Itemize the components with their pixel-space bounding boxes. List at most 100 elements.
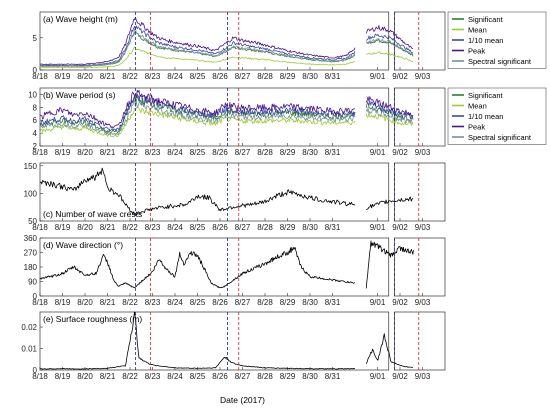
- panel-d-ytick-label: 0: [33, 292, 38, 301]
- panel-a-xtick-label: 8/27: [235, 72, 251, 81]
- panel-d-frame-right: [394, 237, 446, 297]
- panel-e-ytick-label: 0: [33, 366, 38, 375]
- panel-a-xtick-label: 9/01: [370, 72, 386, 81]
- panel-d-title: (d) Wave direction (°): [43, 240, 123, 250]
- panel-e-xtick-label: 8/28: [257, 372, 273, 381]
- panel-e-xtick-label: 8/25: [190, 372, 206, 381]
- panel-a-title: (a) Wave height (m): [43, 14, 118, 24]
- panel-a-series-1-10-mean-seg2: [366, 33, 414, 54]
- panel-c-xtick-label: 8/22: [122, 223, 138, 232]
- panel-c-title: (c) Number of wave crests: [43, 209, 142, 219]
- panel-a-series-1-10-mean-seg1: [39, 25, 356, 67]
- panel-e-ytick-label: 0.02: [21, 323, 37, 332]
- panel-c-ytick-label: 50: [28, 217, 37, 226]
- panel-c-xtick-label: 8/26: [212, 223, 228, 232]
- panel-d-xtick-label: 8/30: [302, 298, 318, 307]
- panel-a-xtick-label: 9/02: [392, 72, 408, 81]
- panel-b-frame-right: [394, 87, 446, 147]
- panel-b-xtick-label: 8/25: [190, 148, 206, 157]
- panel-d-xtick-label: 8/25: [190, 298, 206, 307]
- panel-e-xtick-label: 8/22: [122, 372, 138, 381]
- panel-e-xtick-label: 8/20: [77, 372, 93, 381]
- panel-b-title: (b) Wave period (s): [43, 90, 116, 100]
- panel-b-series-peak-seg2: [365, 96, 414, 117]
- panel-e-xtick-label: 9/02: [392, 372, 408, 381]
- panel-a-series-spectral-significant-seg1: [39, 28, 356, 67]
- panel-b-ytick-label: 4: [33, 129, 38, 138]
- panel-b-legend-label: Spectral significant: [468, 133, 532, 142]
- panel-c-series-line-seg2: [366, 196, 414, 210]
- panel-b-ytick-label: 8: [33, 103, 38, 112]
- panel-b-legend-label: 1/10 mean: [468, 112, 503, 121]
- panel-c-xtick-label: 8/27: [235, 223, 251, 232]
- panel-b-xtick-label: 8/21: [100, 148, 116, 157]
- panel-a-xtick-label: 8/26: [212, 72, 228, 81]
- panel-d-xtick-label: 9/01: [370, 298, 386, 307]
- panel-e-xtick-label: 8/26: [212, 372, 228, 381]
- panel-b-xtick-label: 9/03: [415, 148, 431, 157]
- panel-a-series-spectral-significant-seg2: [365, 38, 414, 56]
- panel-a-xtick-label: 8/21: [100, 72, 116, 81]
- panel-c-xtick-label: 9/03: [415, 223, 431, 232]
- panel-c-xtick-label: 8/24: [167, 223, 183, 232]
- panel-b-xtick-label: 8/22: [122, 148, 138, 157]
- x-axis-label: Date (2017): [220, 395, 265, 405]
- panel-c-xtick-label: 8/19: [55, 223, 71, 232]
- panel-b-xtick-label: 9/02: [392, 148, 408, 157]
- panel-e-xtick-label: 9/01: [370, 372, 386, 381]
- panel-a-legend-label: 1/10 mean: [468, 36, 503, 45]
- panel-a-xtick-label: 8/23: [145, 72, 161, 81]
- panel-a-series-peak-seg1: [39, 16, 356, 65]
- panel-b-series-spectral-significant-seg2: [365, 107, 414, 124]
- panel-b-ytick-label: 2: [33, 142, 38, 151]
- panel-e-xtick-label: 9/03: [415, 372, 431, 381]
- panel-c-xtick-label: 8/23: [145, 223, 161, 232]
- panel-c-xtick-label: 8/30: [302, 223, 318, 232]
- panel-a-ytick-label: 0: [33, 66, 38, 75]
- panel-d-xtick-label: 9/03: [415, 298, 431, 307]
- panel-c-xtick-label: 8/18: [32, 223, 48, 232]
- panel-a-xtick-label: 9/03: [415, 72, 431, 81]
- panel-e-xtick-label: 8/24: [167, 372, 183, 381]
- panel-b-xtick-label: 8/28: [257, 148, 273, 157]
- panel-b-xtick-label: 8/24: [167, 148, 183, 157]
- panel-b-xtick-label: 8/31: [325, 148, 341, 157]
- panel-a-xtick-label: 8/19: [55, 72, 71, 81]
- panel-e-frame-left: [39, 311, 390, 371]
- panel-e-xtick-label: 8/27: [235, 372, 251, 381]
- panel-b-xtick-label: 8/19: [55, 148, 71, 157]
- panel-c-series-line-seg1: [39, 167, 356, 216]
- panel-a-series-peak-seg2: [365, 25, 414, 50]
- panel-a-legend-label: Peak: [468, 46, 485, 55]
- panel-d-xtick-label: 8/27: [235, 298, 251, 307]
- panel-b-ytick-label: 6: [33, 116, 38, 125]
- panel-b-series-mean-seg2: [365, 112, 414, 126]
- panel-c-xtick-label: 8/29: [280, 223, 296, 232]
- panel-b-xtick-label: 8/18: [32, 148, 48, 157]
- panel-a-xtick-label: 8/28: [257, 72, 273, 81]
- panel-d-xtick-label: 8/22: [122, 298, 138, 307]
- panel-a-xtick-label: 8/29: [280, 72, 296, 81]
- panel-d-xtick-label: 8/23: [145, 298, 161, 307]
- panel-c-frame-left: [39, 162, 390, 222]
- panel-e-xtick-label: 8/18: [32, 372, 48, 381]
- panel-c-xtick-label: 9/01: [370, 223, 386, 232]
- panel-b-series-peak-seg1: [39, 89, 356, 129]
- panel-c-xtick-label: 8/31: [325, 223, 341, 232]
- panel-d-xtick-label: 8/18: [32, 298, 48, 307]
- panel-a-xtick-label: 8/25: [190, 72, 206, 81]
- panel-b-series-1-10-mean-seg1: [39, 93, 356, 132]
- panel-a-legend-label: Significant: [468, 15, 504, 24]
- panel-e-xtick-label: 8/29: [280, 372, 296, 381]
- panel-b-legend: [447, 87, 547, 145]
- panel-a-xtick-label: 8/20: [77, 72, 93, 81]
- panel-b-legend-label: Peak: [468, 122, 485, 131]
- panel-b-series-mean-seg1: [39, 106, 356, 138]
- panel-b-xtick-label: 8/27: [235, 148, 251, 157]
- panel-d-xtick-label: 8/26: [212, 298, 228, 307]
- panel-c-xtick-label: 8/20: [77, 223, 93, 232]
- panel-d-xtick-label: 8/28: [257, 298, 273, 307]
- panel-c-xtick-label: 9/02: [392, 223, 408, 232]
- panel-a-series-mean-seg1: [39, 46, 356, 69]
